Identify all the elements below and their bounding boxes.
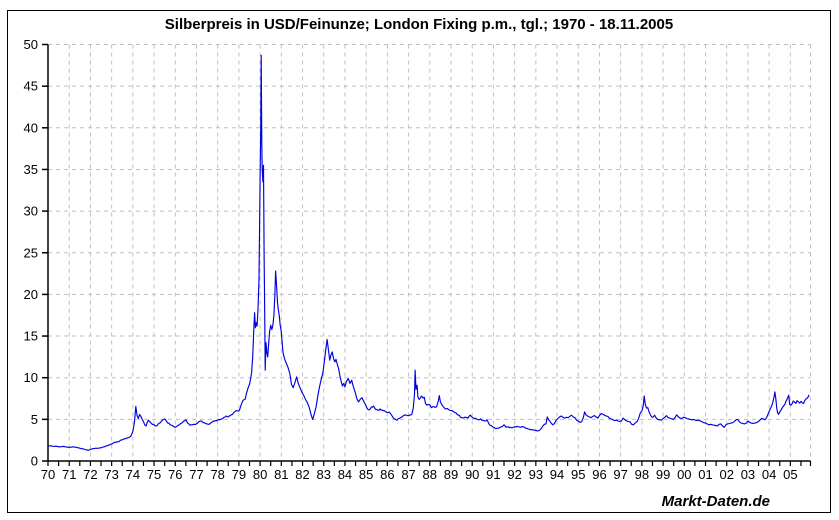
svg-text:71: 71	[62, 467, 76, 482]
svg-text:70: 70	[41, 467, 55, 482]
svg-text:77: 77	[189, 467, 203, 482]
svg-text:15: 15	[24, 329, 38, 344]
gridlines	[48, 44, 811, 461]
svg-text:83: 83	[316, 467, 330, 482]
price-line	[47, 54, 810, 451]
svg-text:81: 81	[274, 467, 288, 482]
svg-text:30: 30	[24, 204, 38, 219]
svg-text:93: 93	[529, 467, 543, 482]
svg-text:50: 50	[24, 37, 38, 52]
svg-text:94: 94	[550, 467, 564, 482]
svg-text:79: 79	[232, 467, 246, 482]
svg-text:0: 0	[31, 454, 38, 469]
svg-text:88: 88	[423, 467, 437, 482]
svg-text:95: 95	[571, 467, 585, 482]
svg-text:03: 03	[741, 467, 755, 482]
svg-text:99: 99	[656, 467, 670, 482]
x-axis-labels: 70 71 72 73 74 75 76 77 78 79 80 81 82 83 84 85 86 87 88 89…	[41, 461, 812, 482]
svg-text:96: 96	[592, 467, 606, 482]
chart-title: Silberpreis in USD/Feinunze; London Fixi…	[164, 16, 674, 33]
svg-text:84: 84	[338, 467, 352, 482]
svg-text:02: 02	[719, 467, 733, 482]
svg-text:72: 72	[83, 467, 97, 482]
svg-text:01: 01	[698, 467, 712, 482]
svg-text:86: 86	[380, 467, 394, 482]
svg-text:85: 85	[359, 467, 373, 482]
svg-text:5: 5	[31, 412, 38, 427]
svg-text:82: 82	[295, 467, 309, 482]
svg-text:40: 40	[24, 120, 38, 135]
svg-text:20: 20	[24, 287, 38, 302]
svg-text:91: 91	[486, 467, 500, 482]
svg-text:25: 25	[24, 245, 38, 260]
svg-text:92: 92	[507, 467, 521, 482]
svg-text:73: 73	[104, 467, 118, 482]
svg-text:90: 90	[465, 467, 479, 482]
svg-text:89: 89	[444, 467, 458, 482]
svg-text:05: 05	[783, 467, 797, 482]
svg-text:75: 75	[147, 467, 161, 482]
svg-text:35: 35	[24, 162, 38, 177]
svg-text:97: 97	[613, 467, 627, 482]
svg-text:98: 98	[635, 467, 649, 482]
svg-text:10: 10	[24, 370, 38, 385]
chart-frame	[7, 10, 831, 513]
svg-text:78: 78	[210, 467, 224, 482]
svg-text:45: 45	[24, 79, 38, 94]
svg-text:74: 74	[126, 467, 140, 482]
svg-text:76: 76	[168, 467, 182, 482]
watermark-markt-daten: Markt-Daten.de	[661, 493, 770, 510]
y-axis-labels: 0 5 10 15 20 25 30 35 40 45 50	[24, 37, 48, 469]
svg-text:87: 87	[401, 467, 415, 482]
svg-text:80: 80	[253, 467, 267, 482]
svg-text:04: 04	[762, 467, 776, 482]
svg-text:00: 00	[677, 467, 691, 482]
